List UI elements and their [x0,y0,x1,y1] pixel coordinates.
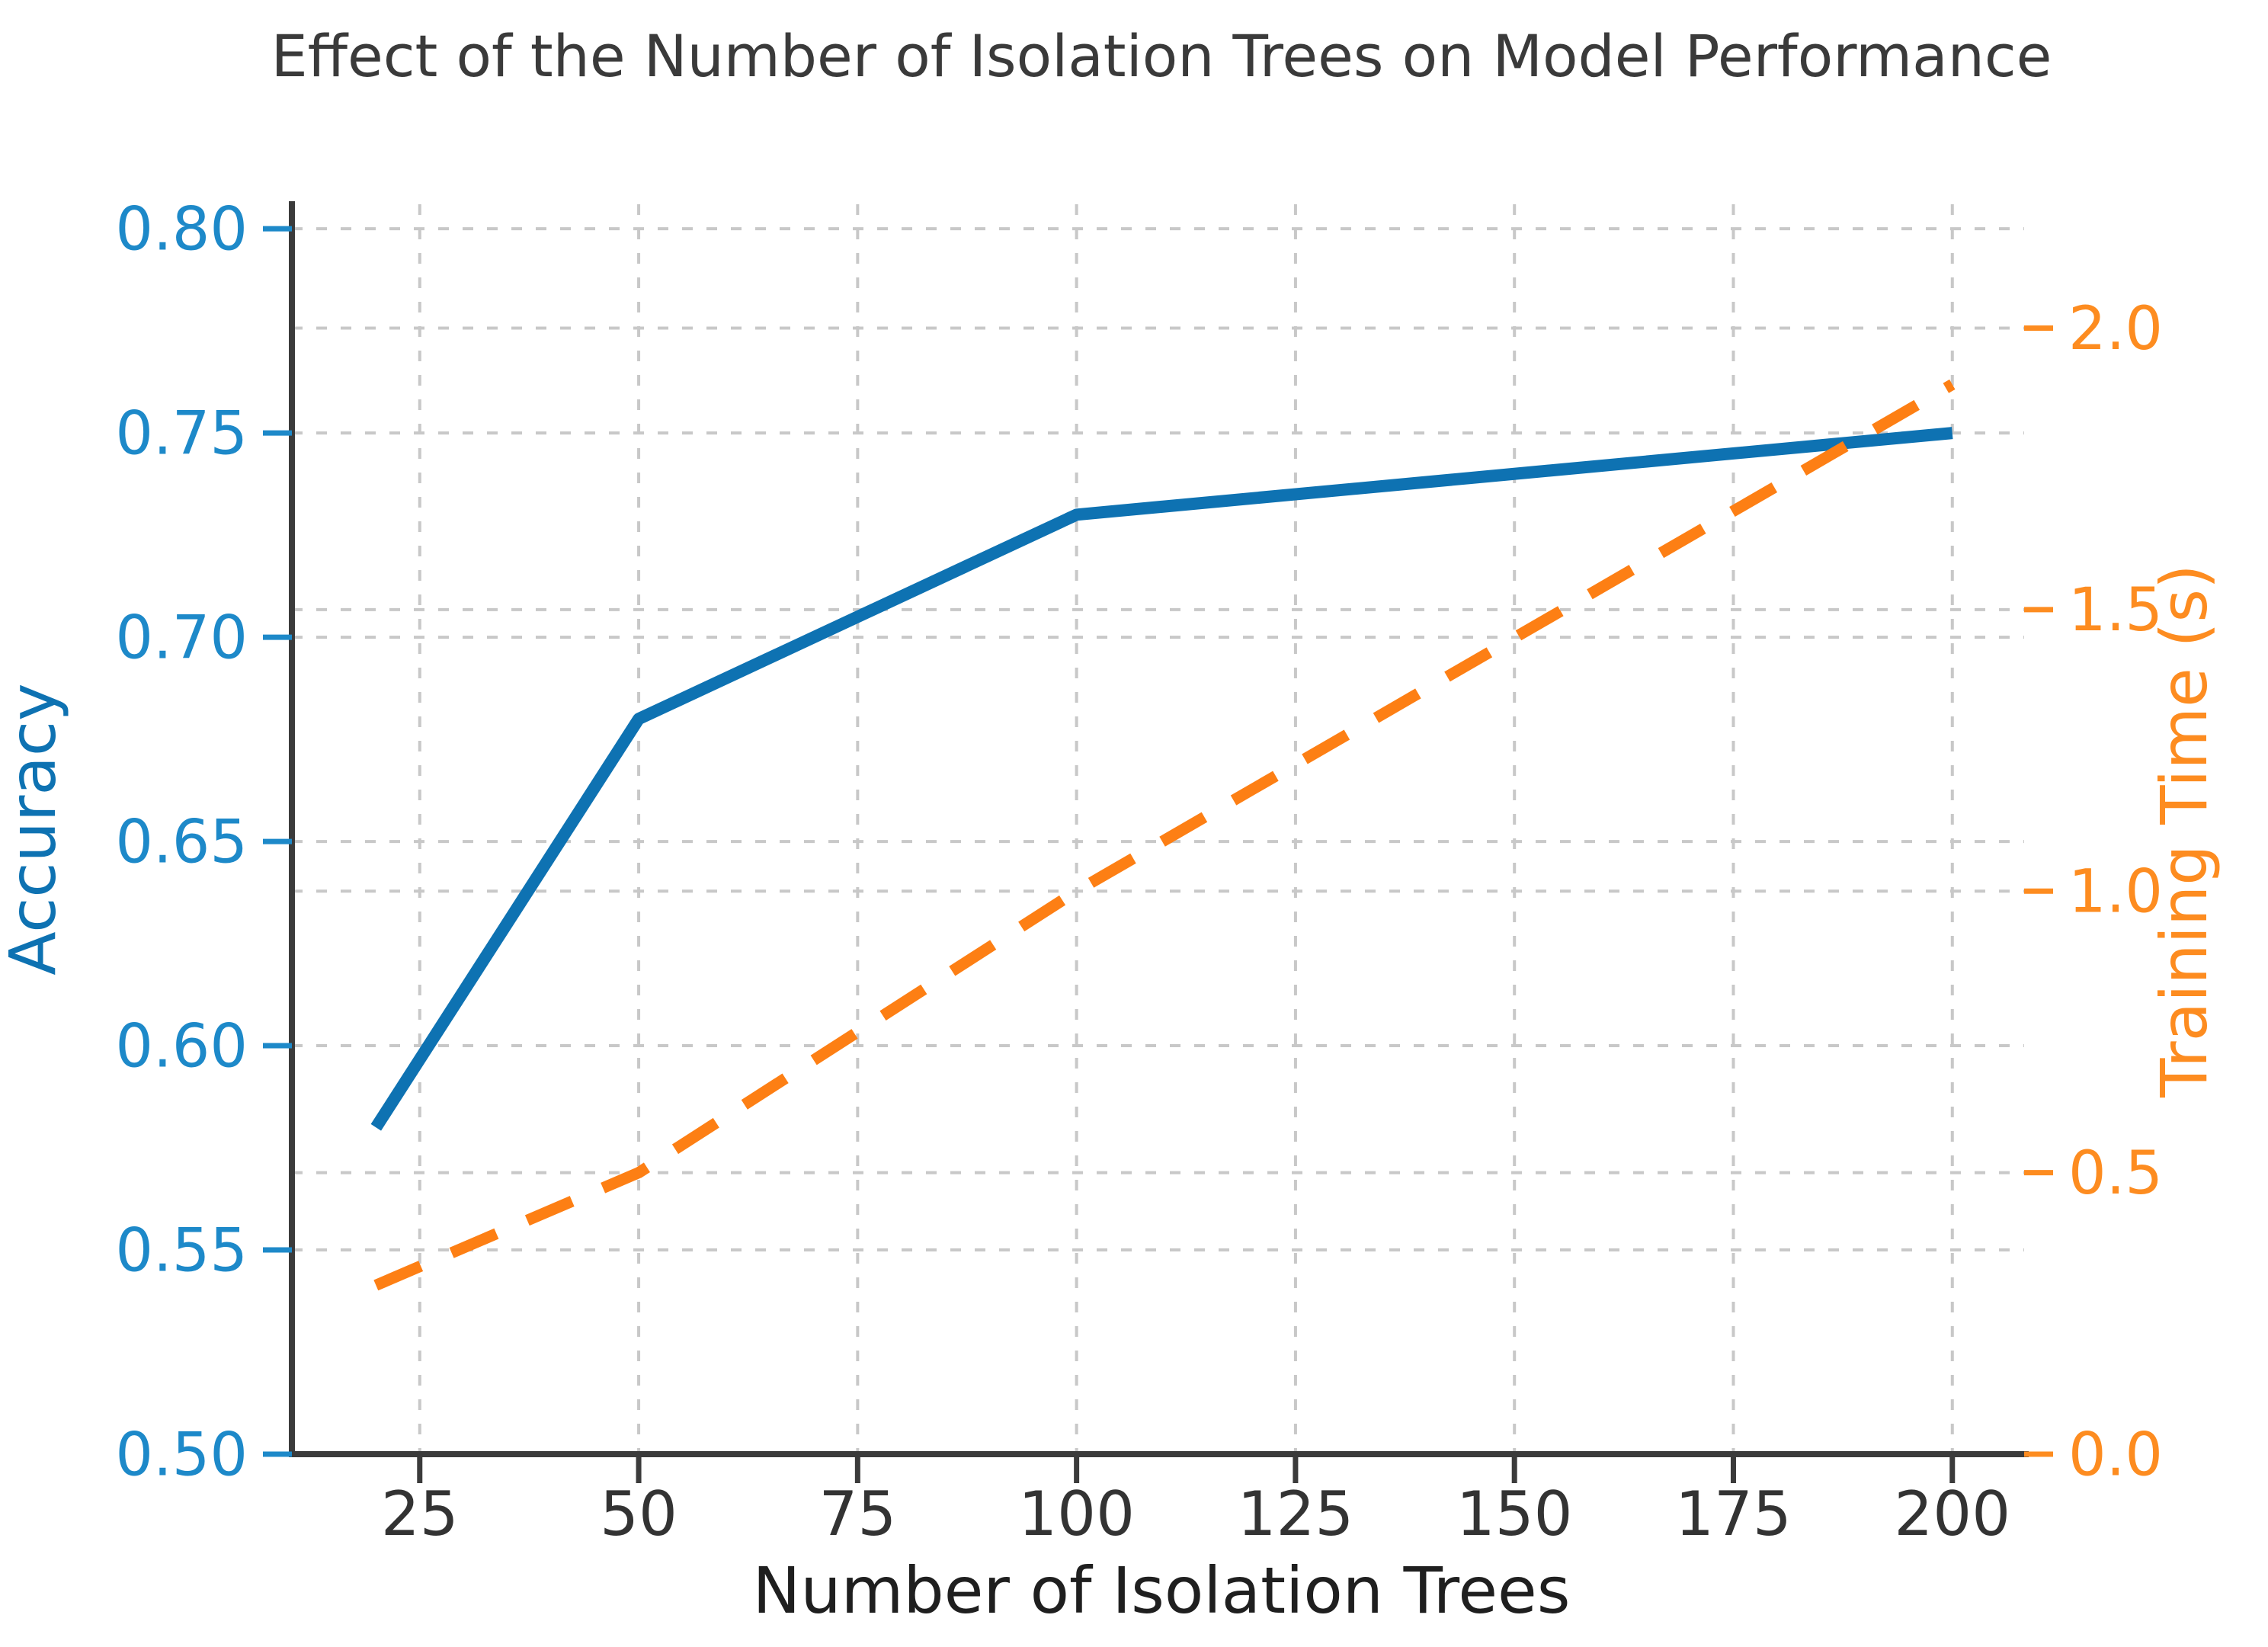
left-tick-label: 0.60 [115,1012,248,1081]
tick-layer [263,226,2053,1483]
right-tick-label: 0.0 [2068,1421,2163,1489]
right-tick-label: 0.5 [2068,1139,2163,1208]
label-layer: Effect of the Number of Isolation Trees … [0,22,2222,1628]
grid-layer [292,204,2024,1454]
x-tick-label: 100 [1018,1479,1135,1549]
accuracy-line [370,427,1953,1131]
left-tick-label: 0.55 [115,1216,248,1285]
x-axis-label: Number of Isolation Trees [753,1553,1571,1628]
left-tick-label: 0.65 [115,808,248,876]
right-tick-label: 1.0 [2068,858,2163,927]
left-tick-label: 0.50 [115,1421,248,1489]
spine-layer [289,201,2029,1457]
left-tick-label: 0.75 [115,399,248,468]
x-tick-label: 75 [818,1479,896,1549]
x-tick-label: 25 [381,1479,459,1549]
y-axis-label-right: Training Time (s) [2147,564,2222,1098]
left-tick-label: 0.70 [115,604,248,672]
right-tick-label: 1.5 [2068,576,2163,645]
series-layer [370,379,1956,1291]
y-axis-label-left: Accuracy [0,683,70,976]
x-tick-label: 150 [1456,1479,1573,1549]
x-tick-label: 125 [1238,1479,1354,1549]
right-tick-label: 2.0 [2068,295,2163,364]
training-time-line [373,379,1956,1291]
left-tick-label: 0.80 [115,195,248,264]
x-tick-label: 175 [1675,1479,1792,1549]
x-tick-label: 50 [600,1479,678,1549]
x-tick-label: 200 [1894,1479,2010,1549]
chart-title: Effect of the Number of Isolation Trees … [271,22,2052,90]
